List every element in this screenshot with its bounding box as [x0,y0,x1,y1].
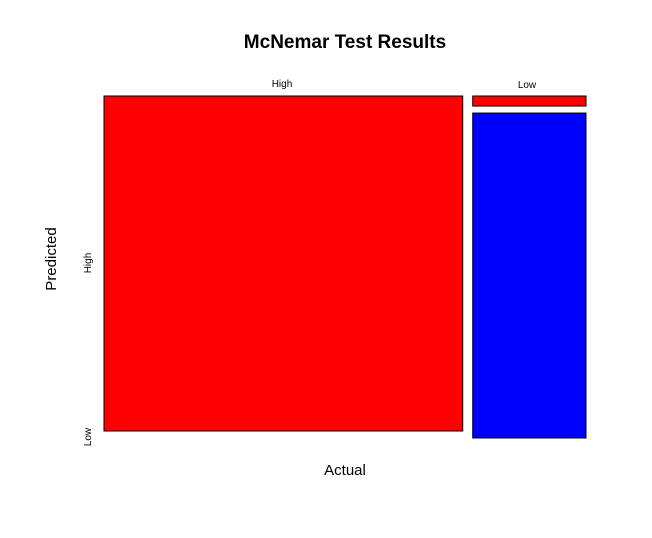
cell-low-low [472,112,587,439]
cell-high-high [103,95,464,432]
y-tick-low: Low [83,427,94,446]
mosaic-cells [103,95,587,439]
x-tick-high: High [272,79,293,90]
x-axis-label: Actual [324,462,366,479]
x-tick-low: Low [518,80,537,91]
y-tick-high: High [83,253,94,274]
chart-title: McNemar Test Results [244,32,446,53]
y-axis-label: Predicted [43,227,60,290]
cell-low-high [472,95,587,107]
